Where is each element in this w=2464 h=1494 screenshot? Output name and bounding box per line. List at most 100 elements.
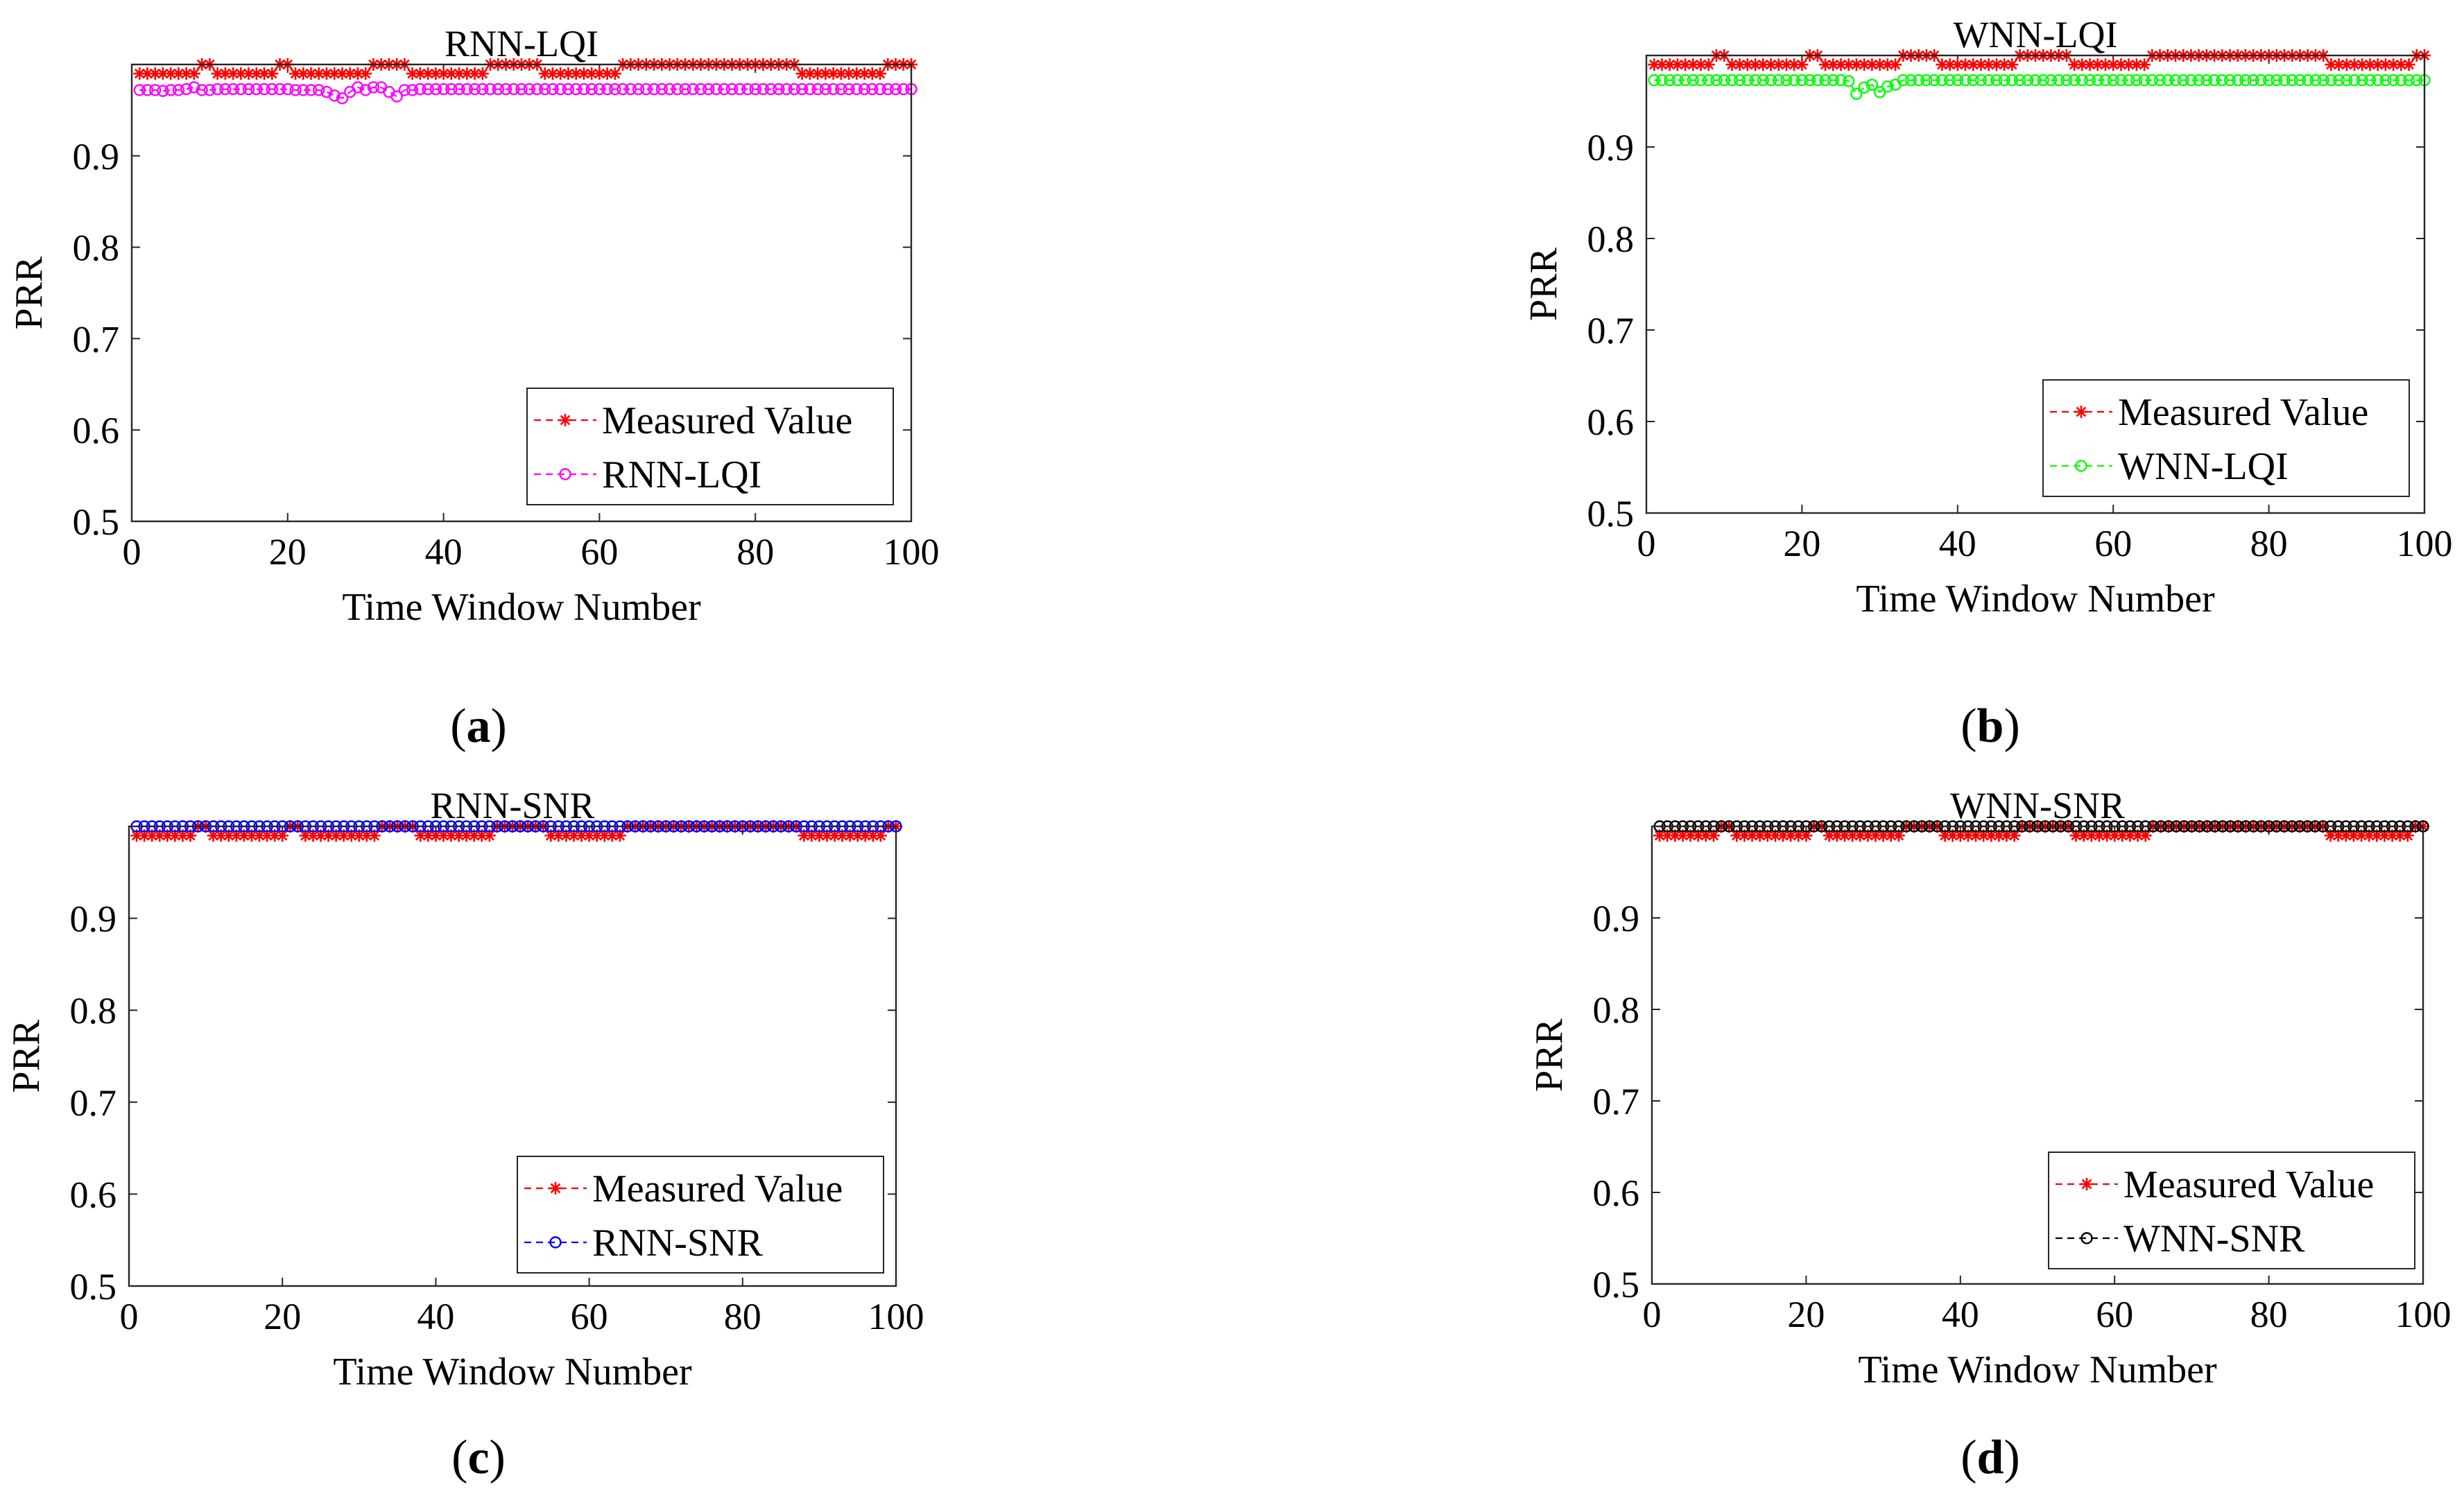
- data-point: [687, 82, 699, 96]
- data-point: [1866, 78, 1879, 91]
- legend-marker: [549, 1236, 562, 1249]
- data-point: [1687, 58, 1700, 71]
- data-point: [2402, 73, 2415, 87]
- data-point: [2139, 829, 2152, 842]
- data-point: [1842, 58, 1855, 71]
- legend: Measured Value RNN-SNR: [517, 1156, 884, 1274]
- legend-label: RNN-LQI: [602, 453, 761, 496]
- data-point: [261, 829, 274, 842]
- data-point: [593, 67, 606, 80]
- y-tick-label: 0.7: [1593, 1081, 1640, 1122]
- data-point: [1773, 73, 1785, 87]
- data-point: [1985, 829, 1998, 842]
- data-point: [483, 829, 496, 842]
- data-point: [345, 829, 358, 842]
- data-point: [2116, 829, 2129, 842]
- data-point: [2395, 58, 2408, 71]
- data-point: [219, 82, 232, 96]
- chart-panel-c: 0 20 40 60 80 100 0.5 0.6 0.7 0.8 0.9 RNN-SNR Time W…: [5, 785, 924, 1484]
- data-point: [2255, 73, 2268, 87]
- data-point: [2076, 73, 2089, 87]
- data-point: [2006, 58, 2019, 71]
- data-point: [804, 82, 816, 96]
- data-point: [343, 67, 356, 80]
- data-point: [843, 829, 856, 842]
- data-point: [1858, 58, 1871, 71]
- data-point: [1694, 58, 1707, 71]
- data-point: [655, 82, 669, 96]
- data-point: [156, 67, 169, 80]
- data-point: [1795, 58, 1809, 71]
- axes-frame: [130, 63, 913, 523]
- data-point: [1800, 829, 1813, 842]
- data-point: [172, 67, 185, 80]
- data-point: [617, 82, 629, 96]
- data-point: [2216, 73, 2228, 87]
- data-point: [1733, 58, 1746, 71]
- data-point: [1663, 58, 1676, 71]
- data-point: [1679, 73, 1691, 87]
- data-point: [874, 829, 887, 842]
- data-point: [2008, 829, 2021, 842]
- data-point: [2052, 73, 2065, 87]
- data-point: [1823, 829, 1836, 842]
- data-point: [1990, 73, 2003, 87]
- data-point: [828, 829, 841, 842]
- data-point: [169, 829, 182, 842]
- legend: Measured Value RNN-LQI: [526, 388, 894, 505]
- caption-letter: d: [1977, 1431, 2004, 1484]
- data-point: [188, 81, 200, 94]
- data-point: [1761, 829, 1774, 842]
- legend-item: Measured Value: [2050, 391, 2368, 434]
- chart-title: RNN-LQI: [445, 23, 598, 64]
- data-point: [2130, 73, 2143, 87]
- data-point: [476, 67, 489, 80]
- data-point: [1788, 58, 1801, 71]
- axes-frame: [1645, 54, 2426, 514]
- legend-label: RNN-SNR: [592, 1222, 763, 1265]
- data-point: [1795, 73, 1809, 87]
- data-point: [253, 829, 266, 842]
- data-point: [2131, 829, 2144, 842]
- data-point: [1970, 829, 1983, 842]
- data-point: [313, 84, 325, 96]
- data-point: [1757, 58, 1770, 71]
- x-tick-label: 80: [724, 1296, 761, 1337]
- data-point: [2169, 73, 2182, 87]
- data-point: [368, 829, 381, 842]
- data-point: [1725, 73, 1739, 87]
- data-point: [211, 67, 224, 80]
- data-point: [1998, 73, 2010, 87]
- data-point: [820, 829, 834, 842]
- data-point: [161, 829, 174, 842]
- y-tick-label: 0.7: [70, 1082, 117, 1124]
- legend: Measured Value WNN-SNR: [2048, 1152, 2415, 1269]
- data-point: [2324, 829, 2337, 842]
- data-point: [1694, 73, 1707, 87]
- data-point: [843, 82, 855, 96]
- data-point: [2122, 58, 2135, 71]
- data-point: [2223, 73, 2237, 87]
- data-point: [157, 85, 169, 97]
- data-point: [554, 82, 567, 96]
- legend-item: Measured Value: [2056, 1163, 2374, 1206]
- data-point: [865, 67, 879, 80]
- data-point: [314, 829, 327, 842]
- data-point: [1780, 58, 1793, 71]
- data-point: [359, 84, 372, 96]
- data-point: [499, 82, 512, 96]
- data-point: [2101, 829, 2114, 842]
- data-point: [133, 67, 146, 80]
- data-point: [207, 829, 220, 842]
- data-point: [562, 82, 575, 96]
- data-point: [1699, 829, 1712, 842]
- data-point: [1741, 58, 1754, 71]
- chart-panel-b: 0 20 40 60 80 100 0.5 0.6 0.7 0.8 0.9 WNN-LQI Time W…: [1522, 14, 2453, 753]
- data-point: [569, 82, 583, 96]
- x-tick-label: 60: [571, 1296, 608, 1337]
- data-point: [245, 829, 258, 842]
- data-point: [148, 67, 162, 80]
- data-point: [453, 67, 466, 80]
- legend-item: RNN-SNR: [524, 1222, 763, 1265]
- data-point: [2092, 73, 2104, 87]
